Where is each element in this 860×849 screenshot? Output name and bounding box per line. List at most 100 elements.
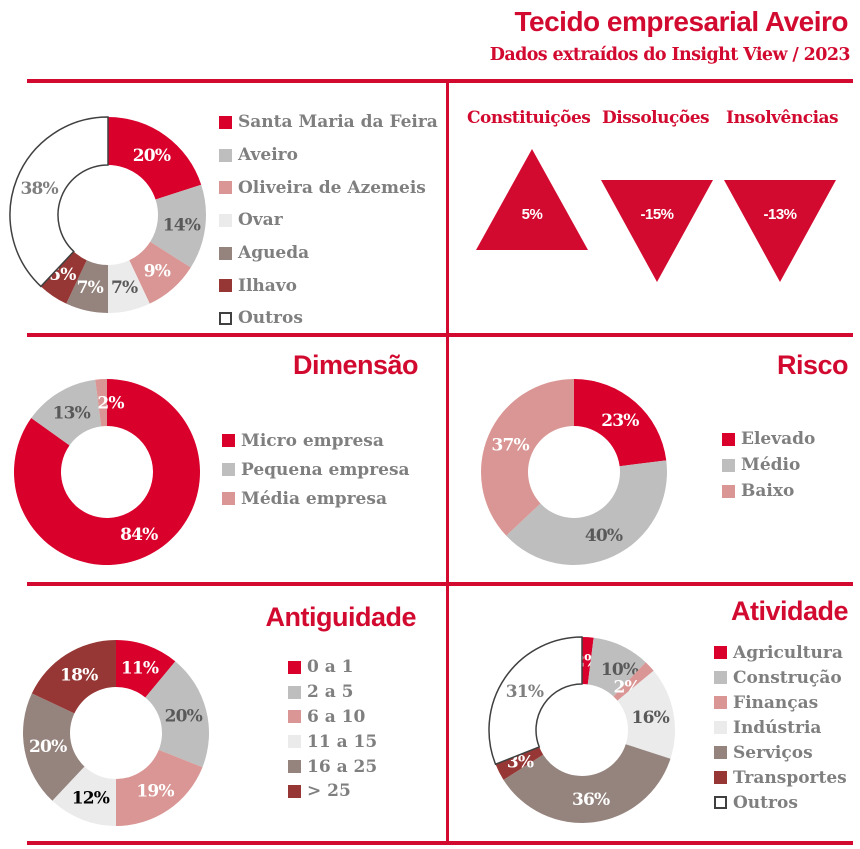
divider-top <box>27 79 853 83</box>
legend-label: Serviços <box>733 742 813 763</box>
slice-dimensao-1 <box>31 379 102 446</box>
legend-item-atividade-6: Outros <box>714 790 847 815</box>
legend-label: 6 a 10 <box>307 706 366 727</box>
kpi-value-2: -13% <box>763 206 796 223</box>
legend-swatch <box>288 735 301 749</box>
legend-label: Outros <box>238 308 303 329</box>
legend-swatch <box>722 432 735 446</box>
slice-risco-1 <box>506 460 667 565</box>
legend-label: Ovar <box>238 210 283 231</box>
data-label-atividade-6: 31% <box>506 682 544 702</box>
legend-swatch <box>714 796 727 809</box>
legend-label: Outros <box>733 792 798 813</box>
chart-antiguidade: 11% 20% 19% 12% 20% 18% <box>22 640 209 826</box>
legend-item-antiguidade-2: 6 a 10 <box>288 705 377 730</box>
page-title: Tecido empresarial Aveiro <box>514 6 849 37</box>
section-title-risco: Risco <box>776 350 849 380</box>
kpi-label-dissolucoes: Dissoluções <box>602 108 710 128</box>
legend-item-atividade-3: Indústria <box>714 715 847 740</box>
legend-swatch <box>714 746 727 759</box>
legend-item-antiguidade-3: 11 a 15 <box>288 729 377 754</box>
data-label-risco-1: 40% <box>585 526 623 546</box>
divider-bottom <box>27 841 853 845</box>
triangle-up-icon <box>476 149 588 250</box>
chart-dimensao: 84% 13% 2% <box>14 379 201 565</box>
legend-label: Médio <box>741 455 801 475</box>
kpi-value-0: 5% <box>522 206 543 223</box>
data-label-antiguidade-3: 12% <box>72 789 110 809</box>
slice-atividade-3 <box>617 670 675 759</box>
legend-swatch <box>714 696 727 709</box>
slice-antiguidade-4 <box>22 693 85 801</box>
legend-label: Ilhavo <box>238 275 298 296</box>
data-label-antiguidade-1: 20% <box>165 707 203 727</box>
chart-municipios: 20%14%9%7%7%5%38% <box>9 116 206 313</box>
legend-item-atividade-0: Agricultura <box>714 640 847 665</box>
legend-item-risco-1: Médio <box>722 452 815 478</box>
legend-swatch <box>714 771 727 784</box>
legend-antiguidade: 0 a 1 2 a 5 6 a 10 11 a 15 16 a 25 > 25 <box>288 655 377 804</box>
slice-municipios-6 <box>9 116 109 288</box>
legend-label: > 25 <box>307 781 351 802</box>
legend-item-municipios-3: Ovar <box>219 204 438 237</box>
legend-label: Finanças <box>733 692 819 713</box>
slice-atividade-2 <box>613 662 654 701</box>
slice-antiguidade-5 <box>31 640 117 714</box>
legend-swatch <box>219 213 232 227</box>
slice-municipios-1 <box>150 184 206 268</box>
data-label-dimensao-0: 84% <box>120 525 158 545</box>
legend-item-municipios-4: Agueda <box>219 237 438 270</box>
slice-antiguidade-1 <box>145 661 209 768</box>
slice-municipios-3 <box>108 260 150 313</box>
legend-label: Construção <box>733 667 842 688</box>
legend-item-atividade-2: Finanças <box>714 690 847 715</box>
kpi-label-insolvencias: Insolvências <box>726 108 839 128</box>
legend-item-antiguidade-1: 2 a 5 <box>288 680 377 705</box>
data-label-atividade-1: 10% <box>601 660 639 680</box>
legend-swatch <box>219 279 232 293</box>
slice-risco-0 <box>574 379 667 467</box>
data-label-atividade-3: 16% <box>632 708 670 728</box>
legend-swatch <box>714 671 727 684</box>
slice-municipios-5 <box>40 251 87 304</box>
legend-label: Média empresa <box>241 488 387 509</box>
divider-row-2 <box>27 582 853 586</box>
data-label-dimensao-1: 13% <box>53 403 91 423</box>
legend-swatch <box>219 311 232 325</box>
chart-risco: 23% 40% 37% <box>481 379 667 565</box>
kpi-0: 5% <box>476 149 588 250</box>
data-label-antiguidade-5: 18% <box>60 665 98 685</box>
legend-label: Transportes <box>733 767 847 788</box>
data-label-municipios-6: 38% <box>20 179 58 199</box>
legend-label: Agricultura <box>733 642 843 663</box>
data-label-dimensao-2: 2% <box>97 394 124 414</box>
legend-label: Santa Maria da Feira <box>238 112 438 133</box>
slice-dimensao-2 <box>95 379 107 427</box>
legend-swatch <box>219 181 232 195</box>
page-subtitle: Dados extraídos do Insight View / 2023 <box>489 45 851 65</box>
legend-swatch <box>222 434 235 447</box>
legend-label: Agueda <box>238 243 310 264</box>
legend-label: Baixo <box>741 481 795 501</box>
legend-item-antiguidade-5: > 25 <box>288 779 377 804</box>
legend-swatch <box>288 710 301 724</box>
slice-antiguidade-0 <box>116 640 176 698</box>
divider-vertical <box>446 83 449 841</box>
legend-item-municipios-2: Oliveira de Azemeis <box>219 171 438 204</box>
legend-municipios: Santa Maria da Feira Aveiro Oliveira de Az… <box>219 106 438 335</box>
data-label-risco-2: 37% <box>492 435 530 455</box>
slice-antiguidade-2 <box>116 749 203 826</box>
legend-item-municipios-1: Aveiro <box>219 139 438 172</box>
legend-swatch <box>722 484 735 498</box>
legend-swatch <box>219 246 232 260</box>
triangle-down-icon <box>601 180 713 282</box>
chart-atividade: 2% 10%2%16%36%3%31% <box>488 636 675 824</box>
legend-item-atividade-5: Transportes <box>714 765 847 790</box>
legend-label: Pequena empresa <box>241 459 410 480</box>
slice-atividade-0 <box>582 637 594 685</box>
data-label-antiguidade-2: 19% <box>136 781 174 801</box>
slice-atividade-5 <box>495 746 544 780</box>
kpi-1: -15% <box>601 180 713 282</box>
kpi-label-constituicoes: Constituições <box>467 108 591 128</box>
